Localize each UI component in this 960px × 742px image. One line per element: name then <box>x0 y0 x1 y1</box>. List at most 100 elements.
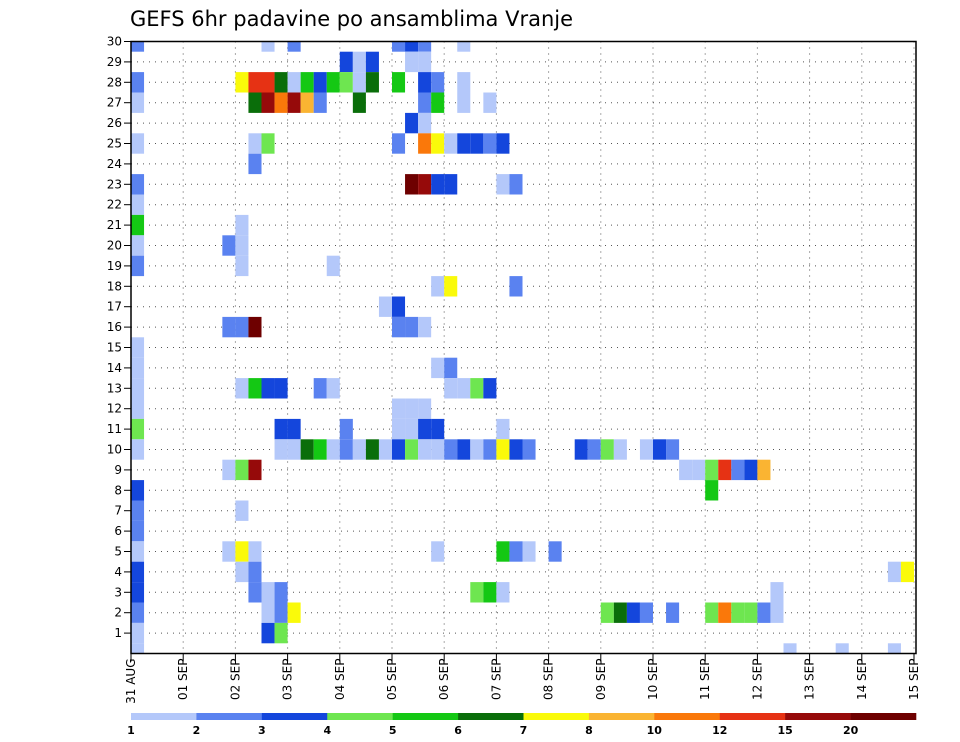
heatmap-cell <box>757 459 771 481</box>
heatmap-cell <box>235 214 249 236</box>
heatmap-cell <box>405 418 419 440</box>
heatmap-cell <box>131 337 145 358</box>
heatmap-cell <box>522 541 536 562</box>
heatmap-cell <box>444 357 458 379</box>
heatmap-cell <box>731 602 745 623</box>
heatmap-cell <box>431 276 445 297</box>
heatmap-cell <box>131 72 145 93</box>
heatmap-cell <box>483 133 497 154</box>
x-tick-label: 06 SEP <box>437 659 451 701</box>
heatmap-cell <box>326 72 340 93</box>
y-tick-label: 30 <box>107 35 122 49</box>
x-tick-label: 09 SEP <box>594 659 608 701</box>
heatmap-cell <box>313 378 327 399</box>
heatmap-cell <box>418 41 432 52</box>
heatmap-cell <box>600 439 614 460</box>
legend-swatch <box>458 713 524 720</box>
heatmap-cell <box>483 439 497 460</box>
heatmap-cell <box>248 561 262 583</box>
heatmap-cell <box>235 561 249 583</box>
heatmap-cell <box>731 459 745 481</box>
heatmap-cell <box>418 316 432 338</box>
heatmap-cell <box>222 541 236 562</box>
legend-label: 8 <box>585 724 593 737</box>
heatmap-cell <box>352 439 366 460</box>
heatmap-cell <box>261 602 275 623</box>
heatmap-cell <box>392 41 406 52</box>
legend-swatch <box>719 713 786 720</box>
y-tick-label: 7 <box>114 504 122 518</box>
heatmap-cell <box>887 561 901 583</box>
heatmap-cell <box>418 418 432 440</box>
heatmap-cell <box>248 541 262 562</box>
heatmap-cell <box>365 51 379 73</box>
x-tick-label: 05 SEP <box>385 659 399 701</box>
heatmap-cell <box>457 133 471 154</box>
legend-label: 2 <box>193 724 201 737</box>
heatmap-cell <box>444 439 458 460</box>
heatmap-cell <box>718 459 732 481</box>
heatmap-cell <box>378 439 392 460</box>
legend-swatch <box>131 713 197 720</box>
heatmap-cell <box>365 72 379 93</box>
heatmap-cell <box>352 51 366 73</box>
legend-label: 7 <box>520 724 528 737</box>
y-tick-label: 5 <box>114 545 122 559</box>
heatmap-cell <box>392 72 406 93</box>
heatmap-cell <box>757 602 771 623</box>
heatmap-cell <box>431 418 445 440</box>
heatmap-cell <box>600 602 614 623</box>
heatmap-cell <box>131 622 145 644</box>
heatmap-cell <box>887 643 901 654</box>
y-tick-label: 13 <box>107 381 122 395</box>
heatmap-cell <box>457 72 471 93</box>
heatmap-cell <box>131 500 145 521</box>
heatmap-cell <box>392 296 406 317</box>
legend-label: 6 <box>454 724 462 737</box>
heatmap-cell <box>274 92 288 113</box>
legend-label: 10 <box>647 724 663 737</box>
heatmap-cell <box>496 418 510 440</box>
heatmap-cell <box>131 255 145 277</box>
heatmap-cell <box>496 439 510 460</box>
heatmap-cell <box>405 398 419 419</box>
x-tick-label: 15 SEP <box>907 659 921 701</box>
legend-label: 12 <box>712 724 727 737</box>
heatmap-cell <box>248 378 262 399</box>
heatmap-cell <box>431 92 445 113</box>
y-tick-label: 6 <box>114 524 122 538</box>
heatmap-cell <box>509 439 523 460</box>
heatmap-cell <box>339 439 353 460</box>
x-tick-label: 12 SEP <box>750 659 764 701</box>
heatmap-cell <box>418 133 432 154</box>
heatmap-cell <box>274 602 288 623</box>
heatmap-cell <box>770 582 784 603</box>
heatmap-cell <box>574 439 588 460</box>
heatmap-cell <box>287 602 301 623</box>
heatmap-cell <box>235 316 249 338</box>
y-tick-label: 10 <box>107 443 122 457</box>
heatmap-cell <box>679 459 693 481</box>
heatmap-cell <box>131 602 145 623</box>
heatmap-cell <box>235 541 249 562</box>
heatmap-cell <box>470 582 484 603</box>
heatmap-cell <box>496 133 510 154</box>
y-tick-label: 29 <box>107 55 122 69</box>
heatmap-cell <box>326 439 340 460</box>
heatmap-cell <box>483 582 497 603</box>
heatmap-cell <box>744 602 758 623</box>
y-tick-label: 19 <box>107 259 122 273</box>
heatmap-cell <box>705 602 719 623</box>
heatmap-cell <box>496 541 510 562</box>
legend-label: 3 <box>258 724 266 737</box>
heatmap-cell <box>287 72 301 93</box>
legend-swatch <box>785 713 851 720</box>
heatmap-cell <box>692 459 706 481</box>
y-tick-label: 8 <box>114 483 122 497</box>
heatmap-cell <box>287 439 301 460</box>
heatmap-cell <box>300 92 314 113</box>
heatmap-cell <box>261 72 275 93</box>
heatmap-cell <box>131 643 145 654</box>
heatmap-cell <box>496 582 510 603</box>
legend-swatch <box>850 713 917 720</box>
